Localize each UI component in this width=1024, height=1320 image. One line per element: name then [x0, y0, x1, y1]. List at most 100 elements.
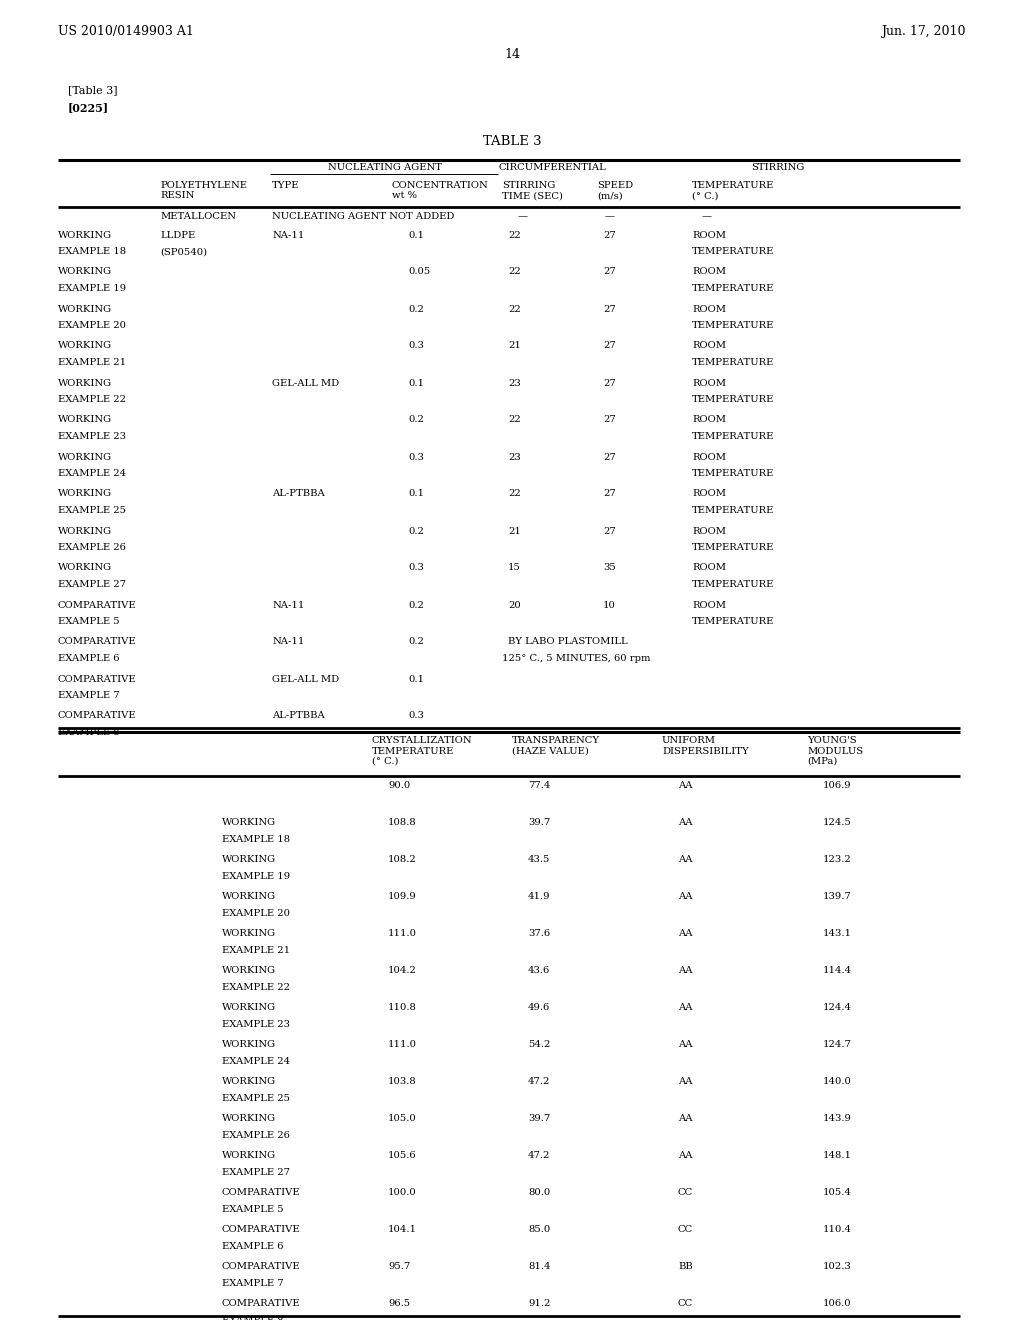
Text: TABLE 3: TABLE 3	[482, 135, 542, 148]
Text: Jun. 17, 2010: Jun. 17, 2010	[882, 25, 966, 38]
Text: NA-11: NA-11	[272, 231, 304, 239]
Text: 96.5: 96.5	[388, 1299, 411, 1308]
Text: [Table 3]: [Table 3]	[68, 84, 118, 95]
Text: EXAMPLE 21: EXAMPLE 21	[58, 358, 126, 367]
Text: TEMPERATURE: TEMPERATURE	[692, 432, 774, 441]
Text: ROOM: ROOM	[692, 342, 726, 351]
Text: EXAMPLE 5: EXAMPLE 5	[222, 1205, 284, 1214]
Text: CC: CC	[678, 1188, 693, 1197]
Text: AA: AA	[678, 1151, 692, 1160]
Text: STIRRING
TIME (SEC): STIRRING TIME (SEC)	[502, 181, 563, 201]
Text: 0.1: 0.1	[408, 675, 424, 684]
Text: US 2010/0149903 A1: US 2010/0149903 A1	[58, 25, 194, 38]
Text: ROOM: ROOM	[692, 490, 726, 499]
Text: WORKING: WORKING	[58, 268, 112, 276]
Text: 0.05: 0.05	[408, 268, 430, 276]
Text: 10: 10	[603, 601, 615, 610]
Text: WORKING: WORKING	[222, 892, 276, 902]
Text: CIRCUMFERENTIAL: CIRCUMFERENTIAL	[499, 162, 606, 172]
Text: ROOM: ROOM	[692, 564, 726, 573]
Text: COMPARATIVE: COMPARATIVE	[222, 1262, 301, 1271]
Text: 22: 22	[508, 416, 521, 425]
Text: 90.0: 90.0	[388, 781, 411, 791]
Text: 124.4: 124.4	[823, 1003, 852, 1012]
Text: 20: 20	[508, 601, 521, 610]
Text: COMPARATIVE: COMPARATIVE	[58, 601, 136, 610]
Text: 110.4: 110.4	[823, 1225, 852, 1234]
Text: —: —	[702, 213, 712, 220]
Text: 111.0: 111.0	[388, 929, 417, 939]
Text: 22: 22	[508, 305, 521, 314]
Text: 106.9: 106.9	[823, 781, 852, 791]
Text: 14: 14	[504, 48, 520, 61]
Text: COMPARATIVE: COMPARATIVE	[58, 711, 136, 721]
Text: EXAMPLE 25: EXAMPLE 25	[222, 1094, 290, 1102]
Text: EXAMPLE 7: EXAMPLE 7	[222, 1279, 284, 1288]
Text: [0225]: [0225]	[68, 102, 110, 114]
Text: 27: 27	[603, 490, 615, 499]
Text: 22: 22	[508, 490, 521, 499]
Text: 21: 21	[508, 527, 521, 536]
Text: TEMPERATURE: TEMPERATURE	[692, 581, 774, 589]
Text: COMPARATIVE: COMPARATIVE	[58, 675, 136, 684]
Text: ROOM: ROOM	[692, 268, 726, 276]
Text: TEMPERATURE: TEMPERATURE	[692, 284, 774, 293]
Text: 23: 23	[508, 453, 521, 462]
Text: COMPARATIVE: COMPARATIVE	[58, 638, 136, 647]
Text: EXAMPLE 6: EXAMPLE 6	[58, 655, 120, 663]
Text: 123.2: 123.2	[823, 855, 852, 865]
Text: (SP0540): (SP0540)	[160, 247, 207, 256]
Text: 148.1: 148.1	[823, 1151, 852, 1160]
Text: ROOM: ROOM	[692, 453, 726, 462]
Text: 27: 27	[603, 268, 615, 276]
Text: ROOM: ROOM	[692, 527, 726, 536]
Text: 85.0: 85.0	[528, 1225, 550, 1234]
Text: 27: 27	[603, 453, 615, 462]
Text: 114.4: 114.4	[823, 966, 852, 975]
Text: EXAMPLE 8: EXAMPLE 8	[222, 1316, 284, 1320]
Text: 105.4: 105.4	[823, 1188, 852, 1197]
Text: 111.0: 111.0	[388, 1040, 417, 1049]
Text: 124.5: 124.5	[823, 818, 852, 828]
Text: EXAMPLE 20: EXAMPLE 20	[58, 321, 126, 330]
Text: CRYSTALLIZATION
TEMPERATURE
(° C.): CRYSTALLIZATION TEMPERATURE (° C.)	[372, 737, 473, 766]
Text: 0.1: 0.1	[408, 231, 424, 239]
Text: NUCLEATING AGENT NOT ADDED: NUCLEATING AGENT NOT ADDED	[272, 213, 455, 220]
Text: CONCENTRATION
wt %: CONCENTRATION wt %	[392, 181, 488, 201]
Text: 23: 23	[508, 379, 521, 388]
Text: 0.3: 0.3	[408, 564, 424, 573]
Text: EXAMPLE 20: EXAMPLE 20	[222, 908, 290, 917]
Text: TRANSPARENCY
(HAZE VALUE): TRANSPARENCY (HAZE VALUE)	[512, 737, 600, 755]
Text: 102.3: 102.3	[823, 1262, 852, 1271]
Text: POLYETHYLENE
RESIN: POLYETHYLENE RESIN	[160, 181, 247, 201]
Text: 47.2: 47.2	[528, 1077, 550, 1086]
Text: EXAMPLE 24: EXAMPLE 24	[58, 469, 126, 478]
Text: 39.7: 39.7	[528, 1114, 550, 1123]
Text: WORKING: WORKING	[58, 379, 112, 388]
Text: STIRRING: STIRRING	[751, 162, 804, 172]
Text: EXAMPLE 23: EXAMPLE 23	[222, 1020, 290, 1028]
Text: TEMPERATURE
(° C.): TEMPERATURE (° C.)	[692, 181, 774, 201]
Text: 27: 27	[603, 527, 615, 536]
Text: TEMPERATURE: TEMPERATURE	[692, 469, 774, 478]
Text: TEMPERATURE: TEMPERATURE	[692, 247, 774, 256]
Text: 37.6: 37.6	[528, 929, 550, 939]
Text: LLDPE: LLDPE	[160, 231, 196, 239]
Text: AA: AA	[678, 966, 692, 975]
Text: 0.2: 0.2	[408, 305, 424, 314]
Text: AA: AA	[678, 1077, 692, 1086]
Text: EXAMPLE 22: EXAMPLE 22	[58, 395, 126, 404]
Text: WORKING: WORKING	[58, 231, 112, 239]
Text: WORKING: WORKING	[58, 453, 112, 462]
Text: EXAMPLE 19: EXAMPLE 19	[222, 871, 290, 880]
Text: METALLOCEN: METALLOCEN	[160, 213, 236, 220]
Text: 140.0: 140.0	[823, 1077, 852, 1086]
Text: AL-PTBBA: AL-PTBBA	[272, 711, 325, 721]
Text: 108.8: 108.8	[388, 818, 417, 828]
Text: ROOM: ROOM	[692, 305, 726, 314]
Text: 124.7: 124.7	[823, 1040, 852, 1049]
Text: 35: 35	[603, 564, 615, 573]
Text: WORKING: WORKING	[58, 527, 112, 536]
Text: 0.2: 0.2	[408, 416, 424, 425]
Text: 108.2: 108.2	[388, 855, 417, 865]
